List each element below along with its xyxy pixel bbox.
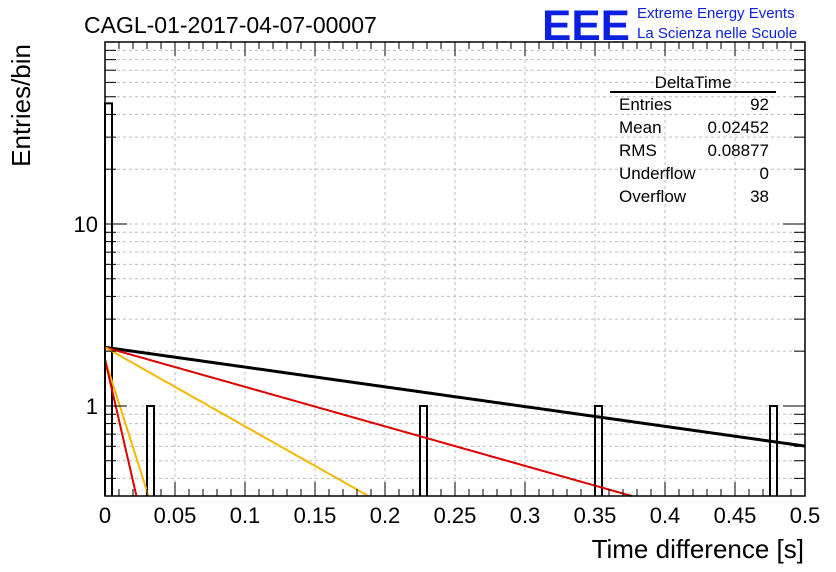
run-title: CAGL-01-2017-04-07-00007	[84, 12, 377, 38]
eee-logo: EEE Extreme Energy Events La Scienza nel…	[542, 2, 797, 50]
stats-row-value: 38	[750, 187, 769, 206]
x-tick-label: 0.25	[434, 503, 477, 528]
axis-ticks	[104, 42, 806, 496]
fit-curve	[104, 345, 806, 448]
stats-row-label: RMS	[619, 141, 657, 160]
eee-logo-text: EEE	[542, 2, 630, 50]
x-tick-label: 0.3	[510, 503, 541, 528]
x-tick-label: 0.2	[370, 503, 401, 528]
fit-curve	[104, 346, 369, 497]
y-tick-label: 1	[86, 394, 98, 419]
histogram-bars	[104, 102, 778, 496]
x-tick-label: 0	[99, 503, 111, 528]
logo-line-1: Extreme Energy Events	[637, 5, 795, 22]
histogram-bar	[769, 404, 778, 496]
fit-curve	[104, 359, 150, 497]
x-tick-label: 0.45	[714, 503, 757, 528]
stats-box: DeltaTime Entries 92 Mean 0.02452 RMS 0.08877…	[610, 73, 776, 206]
grid	[105, 42, 805, 496]
histogram-bar	[594, 404, 603, 496]
histogram-bar	[419, 404, 428, 496]
histogram-bar	[104, 102, 113, 496]
x-tick-labels: 0 0.05 0.1 0.15 0.2 0.25 0.3 0.35 0.4 0.45 0.5	[99, 503, 820, 528]
stats-row-value: 0.02452	[708, 118, 769, 137]
stats-row-label: Mean	[619, 118, 662, 137]
stats-row-value: 0	[760, 164, 769, 183]
x-tick-label: 0.1	[230, 503, 261, 528]
x-tick-label: 0.4	[650, 503, 681, 528]
x-tick-label: 0.35	[574, 503, 617, 528]
stats-row-label: Entries	[619, 95, 672, 114]
x-tick-label: 0.5	[790, 503, 821, 528]
stats-row-label: Overflow	[619, 187, 687, 206]
histogram-bar	[146, 404, 155, 496]
y-tick-label: 10	[74, 212, 98, 237]
y-axis-label: Entries/bin	[6, 44, 36, 167]
x-axis-label: Time difference [s]	[592, 534, 804, 564]
x-tick-label: 0.05	[154, 503, 197, 528]
stats-title: DeltaTime	[655, 73, 732, 92]
y-tick-labels: 1 10	[74, 212, 98, 419]
fit-curve	[104, 346, 633, 497]
logo-line-2: La Scienza nelle Scuole	[637, 25, 797, 42]
stats-row-value: 92	[750, 95, 769, 114]
fit-curves	[104, 345, 806, 497]
stats-rows: Entries 92 Mean 0.02452 RMS 0.08877 Underflow 0…	[619, 95, 769, 206]
fit-curve	[104, 359, 138, 497]
x-tick-label: 0.15	[294, 503, 337, 528]
stats-row-value: 0.08877	[708, 141, 769, 160]
stats-row-label: Underflow	[619, 164, 696, 183]
